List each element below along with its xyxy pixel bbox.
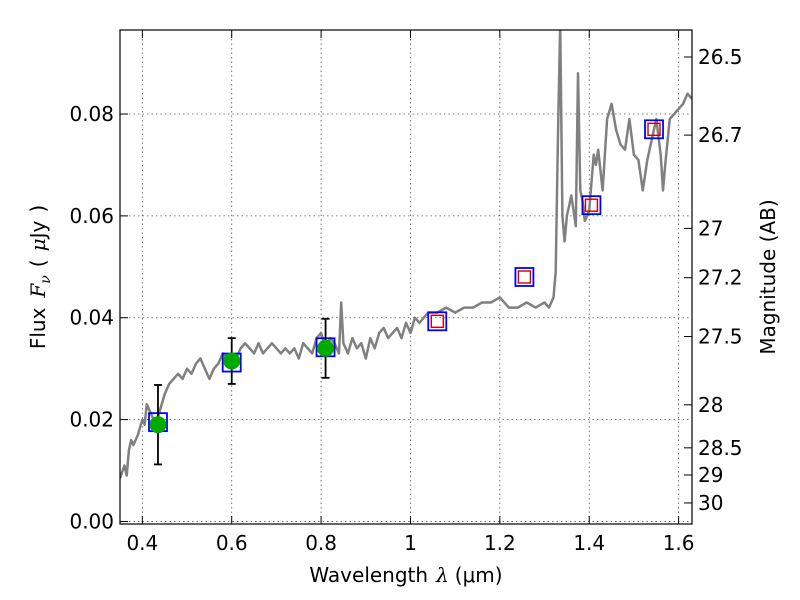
x-tick-label: 1.6 bbox=[663, 531, 695, 555]
y-axis-label: FluxFν(μJy) bbox=[26, 205, 54, 349]
y-tick-label: 0.02 bbox=[69, 408, 114, 432]
y-tick-label: 0.04 bbox=[69, 306, 114, 330]
x-tick-label: 0.8 bbox=[305, 531, 337, 555]
y-tick-label: 0.06 bbox=[69, 204, 114, 228]
x-tick-label: 0.4 bbox=[126, 531, 158, 555]
y-tick-label: 0.00 bbox=[69, 509, 114, 533]
marker-layer bbox=[148, 119, 664, 466]
spectrum-line bbox=[120, 30, 692, 479]
y2-tick-label: 28 bbox=[698, 393, 723, 417]
upper-limit-point bbox=[584, 198, 599, 212]
y-ticks: 0.00 0.02 0.04 0.06 0.08 bbox=[69, 102, 128, 533]
spectrum-layer bbox=[120, 30, 692, 479]
x-ticks: 0.4 0.6 0.8 1 1.2 1.4 1.6 bbox=[126, 30, 695, 555]
y2-tick-label: 27 bbox=[698, 216, 723, 240]
model-photometry-point bbox=[644, 119, 664, 140]
model-photometry-point bbox=[581, 195, 602, 216]
x-tick-label: 1.4 bbox=[573, 531, 605, 555]
x-tick-label: 1 bbox=[404, 531, 417, 555]
y2-tick-label: 26.5 bbox=[698, 45, 743, 69]
model-photometry-point bbox=[514, 267, 535, 287]
y2-ticks: 26.5 26.7 27 27.2 27.5 28 28.5 29 30 bbox=[684, 45, 743, 515]
y2-tick-label: 26.7 bbox=[698, 123, 743, 147]
grid bbox=[120, 30, 692, 524]
y2-tick-label: 30 bbox=[698, 491, 723, 515]
observed-point bbox=[317, 339, 335, 357]
upper-limit-point bbox=[517, 270, 532, 284]
plot-frame bbox=[119, 29, 693, 525]
y2-tick-label: 29 bbox=[698, 463, 723, 487]
y2-tick-label: 28.5 bbox=[698, 436, 743, 460]
y2-axis-label: Magnitude (AB) bbox=[756, 199, 780, 354]
model-photometry-point bbox=[427, 311, 448, 332]
observed-point bbox=[223, 352, 241, 370]
x-tick-label: 1.2 bbox=[484, 531, 516, 555]
x-axis-label: Wavelength λ (μm) bbox=[309, 563, 502, 587]
y2-tick-label: 27.5 bbox=[698, 325, 743, 349]
observed-point bbox=[149, 416, 167, 434]
y-tick-label: 0.08 bbox=[69, 102, 114, 126]
x-tick-label: 0.6 bbox=[216, 531, 248, 555]
upper-limit-point bbox=[647, 122, 661, 137]
y2-tick-label: 27.2 bbox=[698, 266, 743, 290]
upper-limit-point bbox=[430, 314, 444, 329]
